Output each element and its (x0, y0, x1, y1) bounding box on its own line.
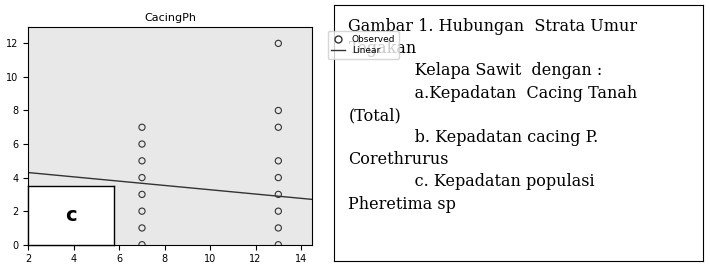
Point (273, 159, 284, 163)
Point (273, 108, 284, 113)
Point (273, 41, 284, 45)
Point (273, 209, 284, 213)
Point (136, 226, 148, 230)
Point (136, 159, 148, 163)
Point (136, 192, 148, 197)
Point (273, 125, 284, 129)
Text: c: c (65, 206, 77, 225)
Point (273, 226, 284, 230)
Point (136, 142, 148, 146)
Text: Gambar 1. Hubungan  Strata Umur 
Tegakan
             Kelapa Sawit  dengan :
   : Gambar 1. Hubungan Strata Umur Tegakan K… (349, 18, 643, 213)
Point (136, 243, 148, 247)
Point (136, 125, 148, 129)
Point (273, 176, 284, 180)
Point (273, 243, 284, 247)
Legend: Observed, Linear: Observed, Linear (327, 31, 399, 59)
Point (136, 176, 148, 180)
Point (136, 209, 148, 213)
Title: CacingPh: CacingPh (144, 13, 197, 23)
Point (273, 192, 284, 197)
